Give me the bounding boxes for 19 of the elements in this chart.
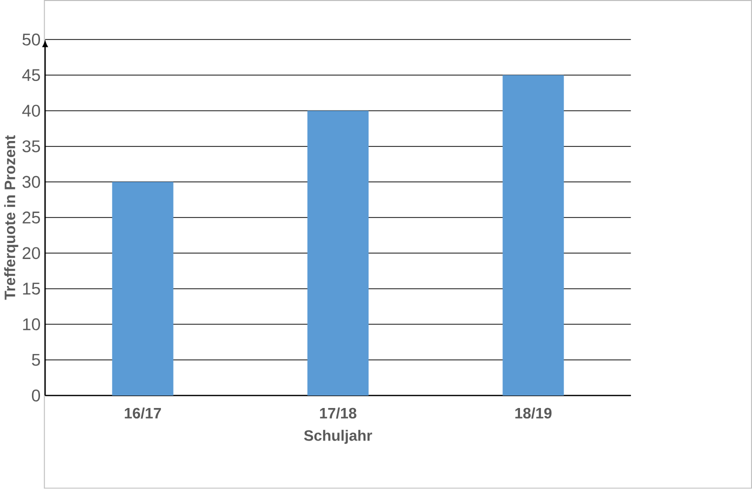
x-tick-label: 17/18 [320,408,356,419]
y-tick-label: 0 [32,390,40,402]
y-tick-label: 35 [22,140,40,152]
y-tick-label: 50 [22,34,40,46]
bar [307,110,369,396]
y-axis-title: Trefferquote in Prozent [4,135,18,300]
y-tick-label: 30 [22,176,40,188]
y-tick-label: 15 [23,282,40,295]
y-tick-label: 20 [22,247,40,260]
y-tick-label: 10 [23,318,40,330]
x-tick-label: 16/17 [124,408,161,419]
y-tick-label: 45 [22,69,40,82]
x-axis-title: Schuljahr [304,430,372,444]
y-tick-label: 40 [22,104,40,117]
bar [112,182,174,396]
bar [502,75,564,396]
y-tick-label: 5 [32,354,40,366]
y-tick-label: 25 [22,212,40,224]
x-tick-label: 18/19 [515,408,552,419]
